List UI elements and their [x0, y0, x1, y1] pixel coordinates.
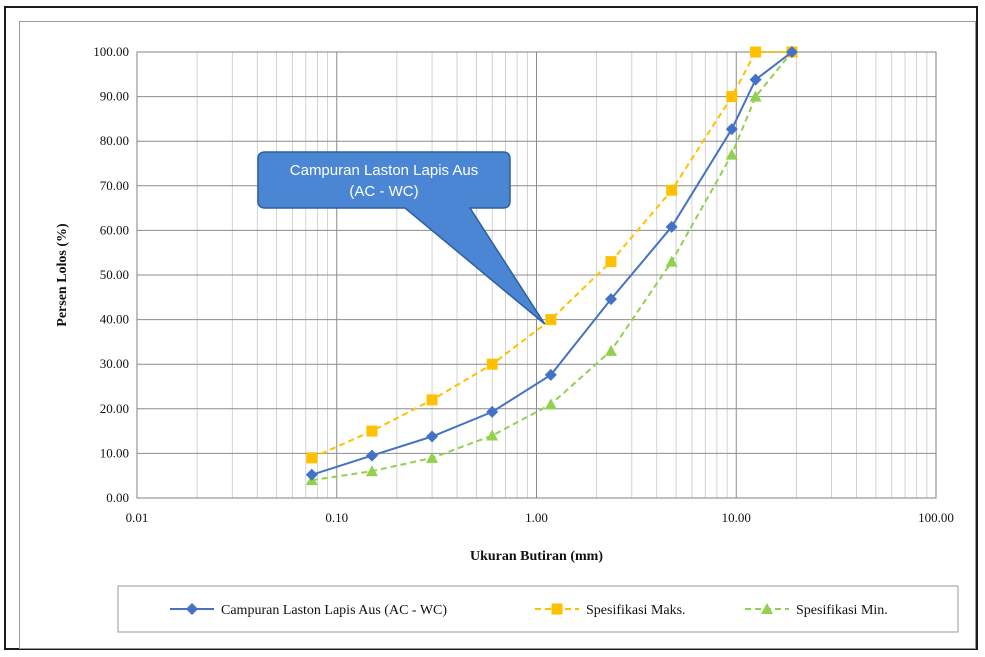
chart-area-border — [19, 21, 976, 649]
y-tick-label: 100.00 — [93, 44, 129, 59]
data-point — [365, 465, 378, 477]
callout-text-line1: Campuran Laston Lapis Aus — [290, 162, 478, 179]
series-line — [311, 51, 792, 459]
data-point — [725, 148, 738, 160]
data-point — [305, 468, 318, 481]
data-point — [551, 603, 563, 615]
x-tick-label: 100.00 — [918, 510, 954, 525]
legend-item: Spesifikasi Maks. — [535, 603, 686, 618]
legend: Campuran Laston Lapis Aus (AC - WC) Spesi… — [170, 603, 888, 618]
data-point — [306, 452, 318, 464]
data-point — [666, 184, 678, 196]
legend-label: Spesifikasi Min. — [796, 603, 888, 618]
data-point — [426, 430, 439, 443]
chart-frame — [4, 6, 978, 650]
major-gridlines — [136, 51, 937, 499]
x-tick-label: 1.00 — [525, 510, 548, 525]
data-point — [604, 344, 617, 356]
y-tick-label: 10.00 — [100, 445, 129, 460]
callout-text-line2: (AC - WC) — [349, 183, 418, 200]
legend-label: Campuran Laston Lapis Aus (AC - WC) — [221, 603, 447, 618]
y-tick-label: 60.00 — [100, 222, 129, 237]
callout-shape — [257, 151, 546, 325]
data-point — [486, 358, 498, 370]
data-point — [544, 368, 557, 381]
data-point — [486, 429, 499, 441]
data-point — [750, 46, 762, 58]
data-point — [486, 405, 499, 418]
x-tick-labels: 0.01 0.10 1.00 10.00 100.00 — [126, 510, 954, 525]
series-layer — [305, 46, 798, 486]
data-point — [426, 451, 439, 463]
data-point — [785, 46, 798, 58]
data-point — [605, 256, 617, 268]
legend-item: Spesifikasi Min. — [745, 603, 888, 618]
y-tick-label: 40.00 — [100, 312, 129, 327]
data-point — [426, 394, 438, 406]
data-point — [604, 293, 617, 306]
y-axis-title: Persen Lolos (%) — [55, 223, 70, 327]
y-tick-label: 70.00 — [100, 178, 129, 193]
legend-item: Campuran Laston Lapis Aus (AC - WC) — [170, 603, 447, 618]
y-tick-label: 30.00 — [100, 356, 129, 371]
x-axis-title: Ukuran Butiran (mm) — [470, 549, 603, 564]
plot-border — [136, 51, 937, 499]
x-tick-label: 0.10 — [325, 510, 348, 525]
y-tick-label: 0.00 — [106, 490, 129, 505]
callout-annotation: Campuran Laston Lapis Aus (AC - WC) — [257, 151, 546, 325]
y-tick-labels: 0.00 10.00 20.00 30.00 40.00 50.00 60.00 70.00 8… — [93, 44, 129, 505]
y-tick-label: 80.00 — [100, 133, 129, 148]
data-point — [545, 314, 557, 326]
y-tick-label: 50.00 — [100, 267, 129, 282]
x-tick-label: 0.01 — [126, 510, 149, 525]
data-point — [725, 123, 738, 136]
series-campuran — [305, 46, 798, 481]
data-point — [665, 220, 678, 233]
data-point — [544, 398, 557, 410]
data-point — [726, 91, 738, 103]
series-spesifikasi-min — [305, 46, 798, 486]
data-point — [186, 603, 198, 615]
data-point — [365, 449, 378, 462]
data-point — [665, 255, 678, 267]
legend-label: Spesifikasi Maks. — [586, 603, 686, 618]
y-tick-label: 90.00 — [100, 89, 129, 104]
y-tick-label: 20.00 — [100, 401, 129, 416]
data-point — [749, 73, 762, 86]
series-line — [311, 51, 793, 476]
data-point — [761, 603, 773, 614]
data-point — [749, 90, 762, 102]
x-tick-label: 10.00 — [722, 510, 751, 525]
series-line — [311, 51, 793, 482]
data-point — [366, 425, 378, 437]
